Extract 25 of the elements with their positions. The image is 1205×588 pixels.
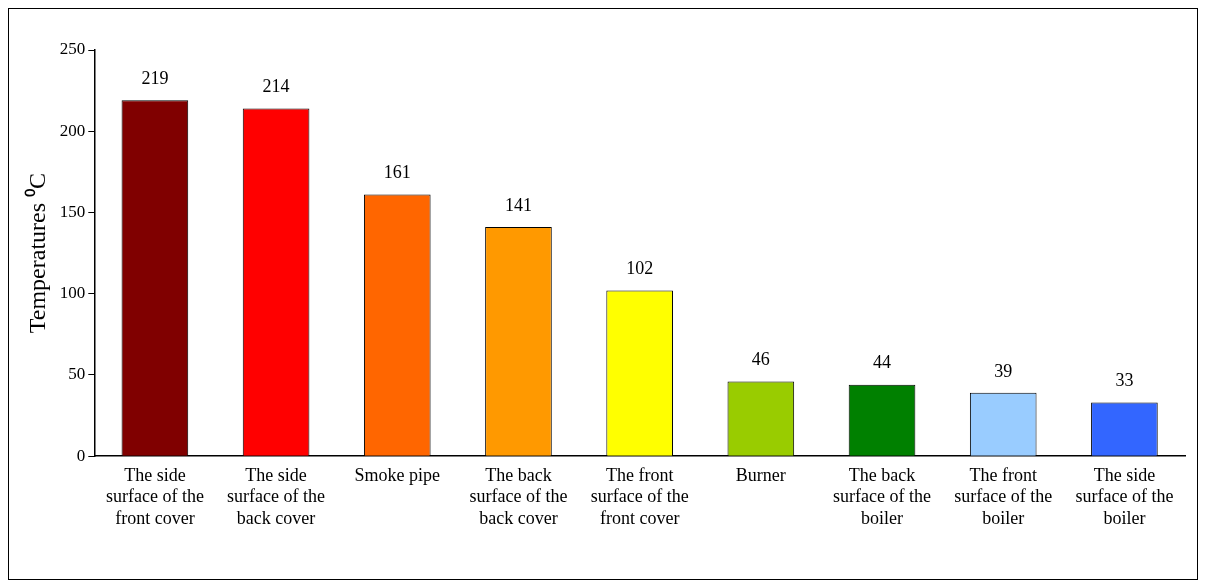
x-tick-label: Burner: [735, 464, 786, 485]
x-tick-label: Smoke pipe: [354, 464, 441, 485]
x-tick-label: The side surface of the front cover: [105, 464, 204, 528]
x-tick-label: The front surface of the front cover: [590, 464, 689, 528]
y-tick-label: 150: [59, 201, 86, 221]
data-label: 33: [1115, 370, 1134, 391]
data-label: 102: [626, 258, 654, 279]
y-tick-label: 0: [76, 445, 86, 465]
data-label: 39: [994, 360, 1013, 381]
data-label: 46: [751, 349, 770, 370]
y-tick-label: 200: [59, 120, 86, 140]
data-label: 219: [141, 68, 169, 89]
x-tick-label: The back surface of the back cover: [469, 464, 568, 528]
y-axis-title: Temperatures ⁰C: [23, 172, 50, 334]
y-tick-label: 250: [59, 39, 86, 59]
data-label: 141: [504, 194, 532, 215]
x-tick-label: The back surface of the boiler: [833, 464, 932, 528]
data-label: 44: [873, 352, 892, 373]
data-label: 161: [383, 162, 411, 183]
data-label: 214: [262, 76, 290, 97]
x-tick-label: The side surface of the back cover: [227, 464, 326, 528]
x-tick-label: The front surface of the boiler: [954, 464, 1053, 528]
y-tick-label: 50: [68, 364, 86, 384]
x-tick-label: The side surface of the boiler: [1075, 464, 1174, 528]
y-tick-label: 100: [59, 283, 86, 303]
